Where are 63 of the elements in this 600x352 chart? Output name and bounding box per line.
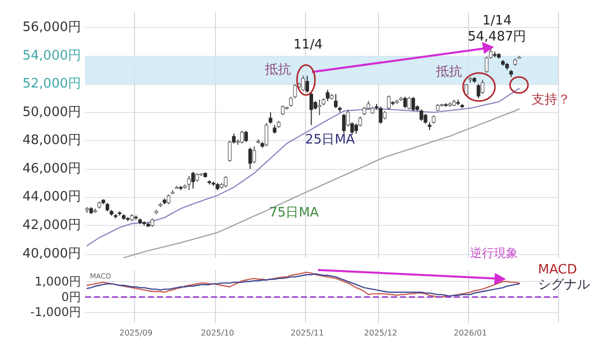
series-label: シグナル [538,278,590,292]
line-series [123,108,520,258]
y-tick-label: 42,000円 [22,218,81,233]
annotation: 抵抗 [435,64,462,80]
candlestick [358,116,362,128]
annotation: 1/14 54,487円 [468,13,526,44]
candlestick [301,75,305,92]
annotation: 逆行現象 [470,246,518,260]
candlestick [420,109,424,122]
candlestick [264,122,268,147]
candlestick [228,140,232,162]
x-tick-label: 2025/11 [290,328,324,338]
candlestick [268,112,272,124]
candlestick [346,109,350,128]
y-tick-label: 44,000円 [22,190,81,205]
candlestick [166,194,170,205]
y-tick-label: 50,000円 [22,104,81,120]
y-tick-label: 0円 [61,290,81,304]
candlestick [289,96,293,108]
x-tick-label: 2025/10 [200,328,234,338]
series-label: 75日MA [269,206,319,220]
annotation: 11/4 [293,38,323,52]
annotation: 支持？ [532,92,570,108]
candlestick [244,130,248,143]
candlestick [293,84,297,99]
candlestick [354,123,358,134]
candlestick [280,104,285,116]
x-tick-label: 2025/12 [364,328,398,338]
y-tick-label: -1,000円 [30,305,81,320]
candlestick [224,176,228,188]
y-tick-label: 1,000円 [34,274,81,289]
series-label: 25日MA [305,132,355,148]
candlestick [386,94,391,110]
candlestick [248,147,252,170]
candlestick [411,96,416,112]
y-tick-label: 52,000円 [22,76,81,92]
candlestick [318,99,322,116]
candlestick [191,171,195,190]
candlestick [342,113,346,134]
candlestick [240,130,244,144]
y-tick-label: 56,000円 [22,20,81,36]
annotation: 抵抗 [264,62,291,78]
candlestick [310,92,314,126]
candlestick [334,94,338,109]
candlestick [350,122,354,136]
y-tick-label: 54,000円 [22,48,81,64]
candlestick [187,176,191,191]
candlestick [403,96,407,109]
candlestick [305,75,310,94]
x-tick-label: 2025/09 [119,328,153,338]
candlestick [232,133,236,144]
y-tick-label: 46,000円 [22,161,81,176]
candlestick [480,79,484,94]
y-tick-label: 40,000円 [22,246,81,262]
x-tick-label: 2026/01 [454,328,487,338]
series-label: MACD [538,262,577,278]
candlestick [424,113,428,124]
y-tick-label: 48,000円 [22,133,81,148]
candlestick [252,146,256,164]
candlestick [326,89,330,102]
candlestick [476,84,480,99]
candlestick [407,96,411,110]
candlestick [378,106,382,124]
